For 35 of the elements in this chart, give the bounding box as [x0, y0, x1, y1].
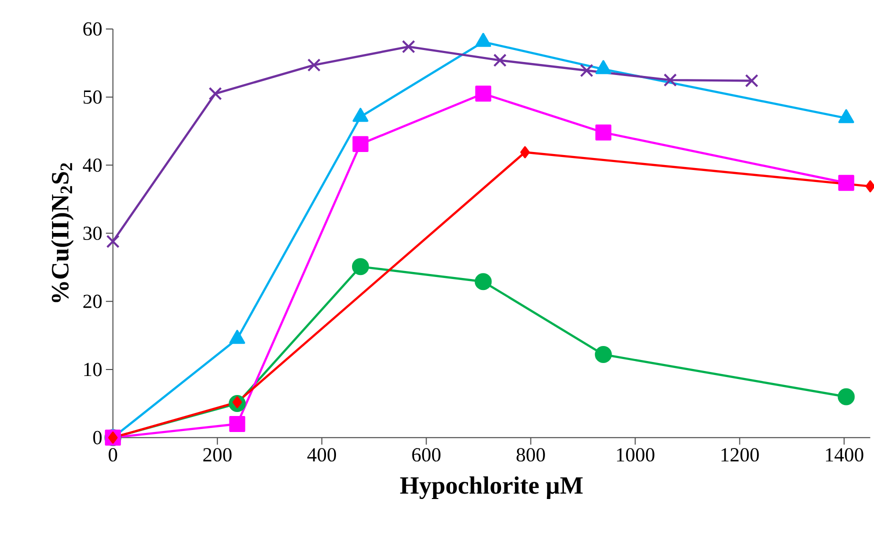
point — [352, 258, 369, 276]
x-tick-label: 1000 — [617, 448, 654, 462]
y-tick-label: 20 — [83, 294, 102, 308]
y-tick-label: 40 — [82, 158, 102, 172]
point — [208, 87, 222, 101]
point — [664, 74, 677, 87]
x-tick-label: 600 — [412, 448, 440, 462]
point — [594, 346, 612, 364]
point — [493, 54, 507, 68]
point — [595, 124, 612, 141]
point — [352, 136, 368, 152]
point — [307, 58, 321, 72]
x-tick-label: 200 — [203, 448, 232, 462]
x-tick-label: 400 — [307, 448, 336, 462]
point — [580, 64, 594, 78]
point — [838, 175, 854, 192]
x-tick-label: 800 — [516, 448, 545, 462]
y-axis-title: %Cu(II)N$_{2}$S$_{2}$ — [51, 163, 74, 302]
point — [475, 86, 492, 102]
point — [229, 416, 246, 432]
point — [402, 40, 416, 54]
y-tick-label: 30 — [83, 226, 102, 240]
x-tick-label: 1400 — [826, 448, 864, 462]
x-tick-label: 0 — [108, 448, 118, 462]
y-tick-label: 10 — [84, 363, 102, 376]
point — [474, 273, 492, 290]
point — [106, 235, 120, 248]
point — [745, 74, 758, 88]
point — [520, 146, 530, 158]
x-tick-label: 1200 — [722, 448, 759, 462]
y-tick-label: 50 — [84, 90, 102, 104]
y-tick-label: 60 — [83, 22, 102, 36]
x-axis-title: Hypochlorite µM — [400, 476, 583, 500]
y-tick-label: 0 — [93, 431, 102, 445]
point — [838, 388, 855, 406]
